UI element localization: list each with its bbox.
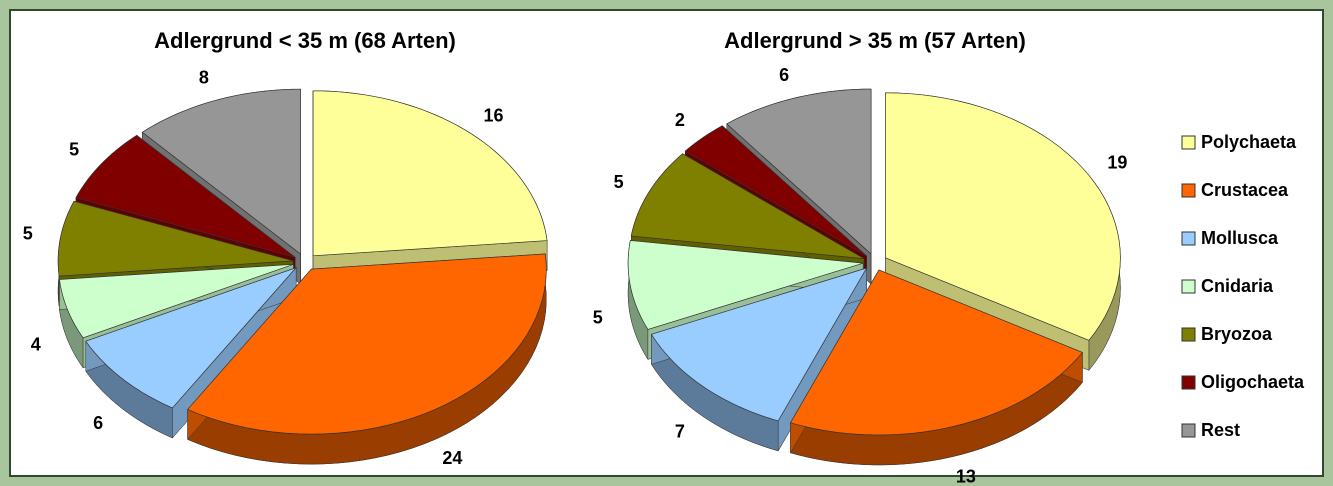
data-label: 8	[199, 68, 209, 88]
legend-label: Oligochaeta	[1201, 372, 1305, 392]
legend-label: Crustacea	[1201, 180, 1289, 200]
data-label: 16	[484, 106, 504, 126]
chart-title: Adlergrund < 35 m (68 Arten)	[154, 28, 456, 53]
legend-label: Mollusca	[1201, 228, 1279, 248]
legend-label: Cnidaria	[1201, 276, 1274, 296]
data-label: 5	[23, 224, 33, 244]
legend-swatch	[1182, 232, 1195, 245]
data-label: 7	[675, 422, 685, 442]
legend-label: Bryozoa	[1201, 324, 1273, 344]
chart-title: Adlergrund > 35 m (57 Arten)	[724, 28, 1026, 53]
legend-swatch	[1182, 136, 1195, 149]
data-label: 5	[614, 172, 624, 192]
data-label: 5	[69, 140, 79, 160]
data-label: 13	[956, 467, 976, 486]
data-label: 6	[779, 65, 789, 85]
data-label: 2	[675, 110, 685, 130]
data-label: 4	[31, 335, 41, 355]
legend-swatch	[1182, 184, 1195, 197]
page: Adlergrund < 35 m (68 Arten) 16 24 6 4 5 5 8 Adl…	[0, 0, 1333, 486]
legend-label: Polychaeta	[1201, 132, 1297, 152]
chart: Adlergrund < 35 m (68 Arten) 16 24 6 4 5 5 8 Adl…	[0, 0, 1333, 486]
data-label: 6	[93, 413, 103, 433]
data-label: 24	[442, 448, 462, 468]
legend-swatch	[1182, 424, 1195, 437]
legend-swatch	[1182, 280, 1195, 293]
legend-label: Rest	[1201, 420, 1240, 440]
data-label: 5	[593, 308, 603, 328]
data-label: 19	[1107, 153, 1127, 173]
legend-swatch	[1182, 376, 1195, 389]
legend-swatch	[1182, 328, 1195, 341]
